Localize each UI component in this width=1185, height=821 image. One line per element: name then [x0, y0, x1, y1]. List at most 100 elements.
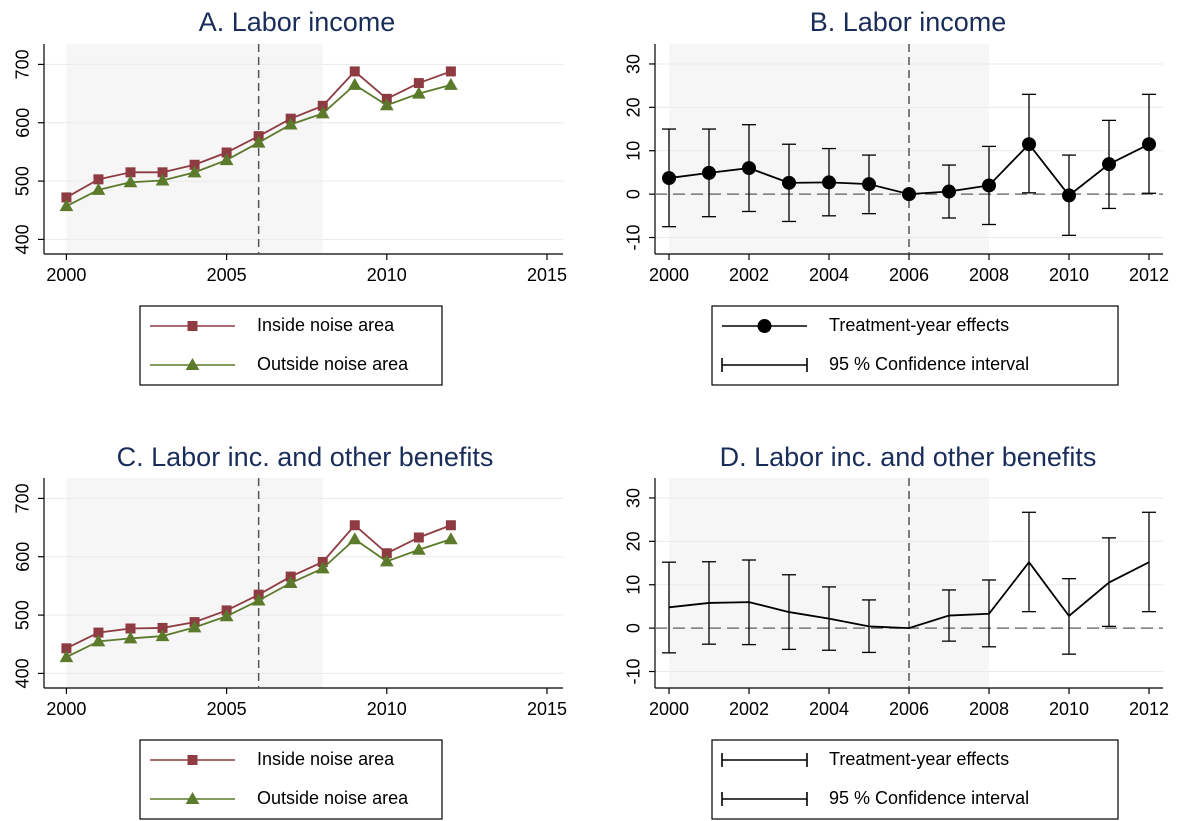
x-tick-label: 2006 — [889, 265, 929, 285]
marker — [445, 66, 456, 77]
panel: D. Labor inc. and other benefits -10 0 10 20… — [624, 442, 1169, 820]
x-tick-label: 2000 — [46, 699, 86, 719]
marker — [251, 593, 266, 606]
y-tick-label: -10 — [624, 659, 644, 685]
y-tick-label: -10 — [624, 225, 644, 251]
error-bar — [782, 143, 796, 223]
panel-title: B. Labor income — [810, 7, 1007, 37]
legend-label: 95 % Confidence interval — [829, 354, 1029, 374]
marker — [444, 532, 458, 545]
error-bar — [982, 145, 996, 226]
error-bar — [1142, 93, 1156, 194]
marker — [347, 77, 362, 90]
marker — [185, 357, 200, 370]
marker — [155, 629, 170, 642]
marker — [91, 634, 106, 647]
legend-label: Inside noise area — [257, 315, 395, 335]
y-tick-label: 30 — [624, 488, 644, 508]
shaded-period — [66, 44, 323, 254]
legend-label: Inside noise area — [257, 749, 395, 769]
error-bar — [702, 128, 716, 218]
x-tick-label: 2002 — [729, 265, 769, 285]
error-bar — [1102, 537, 1116, 628]
legend: Treatment-year effects 95 % Confidence in… — [711, 305, 1119, 386]
marker — [413, 78, 424, 89]
error-bar — [782, 574, 796, 651]
y-tick-label: 0 — [624, 623, 644, 633]
y-tick-label: 400 — [13, 224, 33, 254]
marker — [379, 554, 394, 567]
x-tick-label: 2006 — [889, 699, 929, 719]
error-bar — [1022, 511, 1036, 613]
legend-label: Outside noise area — [257, 354, 409, 374]
error-bar — [982, 579, 996, 648]
x-tick-label: 2004 — [809, 265, 849, 285]
legend-box — [711, 739, 1119, 820]
x-tick-label: 2010 — [1049, 265, 1089, 285]
marker — [91, 182, 106, 195]
marker — [251, 135, 266, 148]
x-tick-label: 2000 — [46, 265, 86, 285]
x-tick-label: 2008 — [969, 699, 1009, 719]
y-tick-label: 600 — [13, 542, 33, 572]
legend-label: Outside noise area — [257, 788, 409, 808]
y-tick-label: 10 — [624, 575, 644, 595]
marker — [315, 561, 330, 574]
marker — [59, 650, 74, 663]
legend-box — [139, 305, 443, 386]
x-tick-label: 2015 — [527, 265, 567, 285]
marker — [187, 620, 202, 633]
legend-box — [711, 305, 1119, 386]
panel: A. Labor income 400 500 600 700 2000 2005 2010 2… — [13, 7, 567, 386]
error-bar — [742, 559, 756, 646]
error-bar — [1022, 93, 1036, 194]
marker — [187, 321, 198, 331]
panel-title: A. Labor income — [199, 7, 396, 37]
y-tick-label: 500 — [13, 600, 33, 630]
x-tick-label: 2002 — [729, 699, 769, 719]
x-tick-label: 2012 — [1129, 265, 1169, 285]
x-tick-label: 2008 — [969, 265, 1009, 285]
marker — [219, 153, 234, 166]
marker — [283, 575, 298, 588]
legend-label: Treatment-year effects — [829, 749, 1009, 769]
panel-title: C. Labor inc. and other benefits — [117, 442, 494, 472]
legend-label: Treatment-year effects — [829, 315, 1009, 335]
y-tick-label: 500 — [13, 166, 33, 196]
x-tick-label: 2010 — [367, 699, 407, 719]
x-tick-label: 2000 — [649, 699, 689, 719]
legend: Treatment-year effects 95 % Confidence in… — [711, 739, 1119, 820]
x-tick-label: 2010 — [1049, 699, 1089, 719]
error-bar — [942, 589, 956, 642]
error-bar — [862, 599, 876, 654]
x-tick-label: 2005 — [207, 265, 247, 285]
x-tick-label: 2012 — [1129, 699, 1169, 719]
marker — [185, 791, 200, 804]
shaded-period — [66, 478, 323, 688]
marker — [445, 520, 456, 531]
marker — [349, 520, 360, 531]
y-tick-label: 600 — [13, 108, 33, 138]
legend-box — [139, 739, 443, 820]
panel: C. Labor inc. and other benefits 400 500 60… — [13, 442, 567, 820]
marker — [379, 98, 394, 111]
marker — [757, 319, 772, 333]
error-bar — [1142, 511, 1156, 613]
legend: Inside noise area Outside noise area — [139, 739, 443, 820]
marker — [187, 165, 202, 178]
marker — [155, 173, 170, 186]
shaded-period — [669, 478, 989, 688]
error-bar — [662, 128, 676, 228]
error-bar — [822, 586, 836, 651]
marker — [413, 532, 424, 543]
marker — [93, 174, 104, 185]
y-tick-label: 700 — [13, 49, 33, 79]
y-tick-label: 700 — [13, 483, 33, 513]
error-bar — [702, 561, 716, 645]
y-tick-label: 10 — [624, 141, 644, 161]
y-tick-label: 30 — [624, 54, 644, 74]
error-bar — [662, 561, 676, 654]
y-tick-label: 0 — [624, 189, 644, 199]
error-bar — [862, 154, 876, 215]
x-tick-label: 2005 — [207, 699, 247, 719]
